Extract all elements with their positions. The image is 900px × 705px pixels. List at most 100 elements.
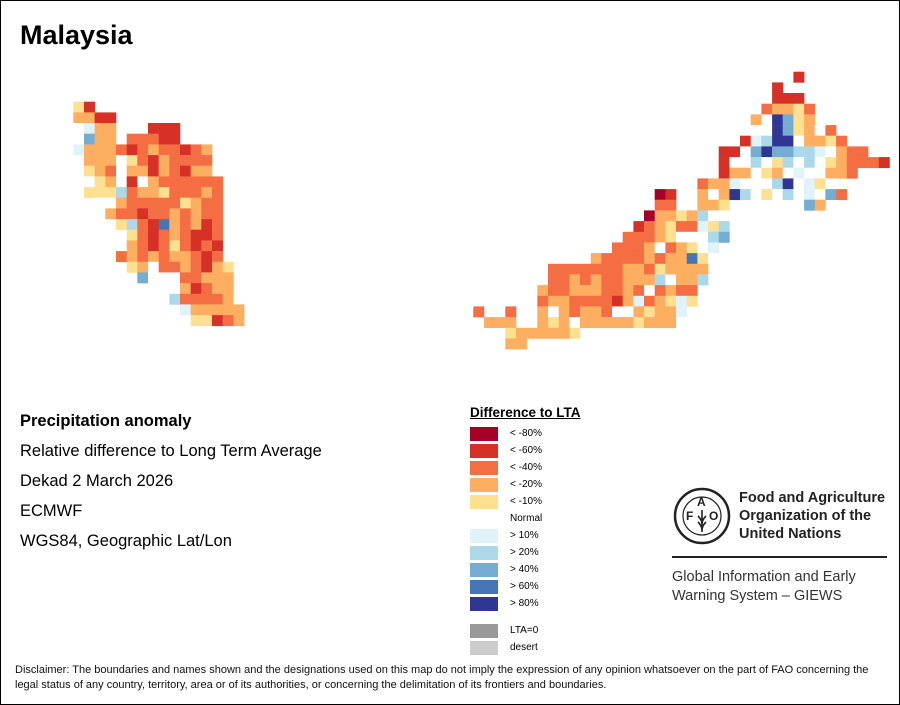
anomaly-cell xyxy=(622,274,634,286)
legend: Difference to LTA < -80% < -60% < -40% < -2… xyxy=(470,405,581,656)
anomaly-cell xyxy=(580,263,591,275)
info-heading: Precipitation anomaly xyxy=(20,412,192,430)
legend-item: < -80% xyxy=(470,425,581,442)
anomaly-cell xyxy=(772,93,784,104)
anomaly-cell xyxy=(190,240,202,252)
anomaly-cell xyxy=(676,306,687,318)
anomaly-cell xyxy=(569,327,581,339)
anomaly-cell xyxy=(116,251,127,263)
legend-item: > 40% xyxy=(470,561,581,578)
anomaly-cell xyxy=(158,219,170,231)
anomaly-cell xyxy=(180,283,191,295)
anomaly-cell xyxy=(772,146,784,158)
anomaly-cell xyxy=(201,240,213,252)
anomaly-cell xyxy=(137,229,149,241)
anomaly-cell xyxy=(782,157,794,169)
anomaly-cell xyxy=(212,304,223,316)
anomaly-cell xyxy=(772,103,784,115)
fao-emblem-icon: F A O xyxy=(673,487,731,545)
anomaly-cell xyxy=(804,157,816,169)
anomaly-cell xyxy=(201,219,213,231)
anomaly-cell xyxy=(644,306,655,318)
anomaly-cell xyxy=(740,178,751,190)
anomaly-cell xyxy=(569,285,581,297)
anomaly-cell xyxy=(148,261,159,273)
anomaly-cell xyxy=(782,125,794,137)
anomaly-cell xyxy=(222,272,234,284)
anomaly-cell xyxy=(126,133,138,145)
anomaly-cell xyxy=(665,263,677,275)
anomaly-cell xyxy=(158,123,170,134)
anomaly-cell xyxy=(190,155,202,167)
anomaly-cell xyxy=(180,219,191,231)
anomaly-cell xyxy=(772,82,784,94)
anomaly-cell xyxy=(169,208,181,220)
anomaly-cell xyxy=(793,146,805,158)
anomaly-cell xyxy=(212,261,223,273)
legend-label: < -20% xyxy=(510,479,542,490)
info-subtitle: Relative difference to Long Term Average xyxy=(20,442,322,460)
anomaly-cell xyxy=(548,317,559,329)
anomaly-cell xyxy=(548,274,559,286)
anomaly-cell xyxy=(708,231,719,243)
anomaly-cell xyxy=(601,253,613,265)
anomaly-cell xyxy=(158,197,170,209)
anomaly-cell xyxy=(697,274,709,286)
anomaly-cell xyxy=(558,263,570,275)
anomaly-cell xyxy=(137,165,149,177)
anomaly-cell xyxy=(84,112,95,124)
anomaly-cell xyxy=(718,231,730,243)
anomaly-cell xyxy=(84,165,95,177)
legend-item: > 80% xyxy=(470,595,581,612)
anomaly-cell xyxy=(526,327,538,339)
anomaly-cell xyxy=(126,187,138,199)
anomaly-cell xyxy=(105,197,117,209)
anomaly-cell xyxy=(676,242,687,254)
anomaly-cell xyxy=(708,253,719,265)
anomaly-cell xyxy=(590,306,602,318)
anomaly-cell xyxy=(116,155,127,167)
anomaly-cell xyxy=(665,317,677,329)
anomaly-cell xyxy=(686,221,698,233)
anomaly-cell xyxy=(126,251,138,263)
legend-item: > 60% xyxy=(470,578,581,595)
anomaly-cell xyxy=(590,263,602,275)
anomaly-cell xyxy=(137,187,149,199)
anomaly-cell xyxy=(201,251,213,263)
anomaly-cell xyxy=(190,304,202,316)
anomaly-cell xyxy=(622,306,634,318)
anomaly-cell xyxy=(190,197,202,209)
legend-label: LTA=0 xyxy=(510,625,539,636)
anomaly-cell xyxy=(212,283,223,295)
anomaly-cell xyxy=(180,229,191,241)
anomaly-cell xyxy=(580,285,591,297)
logo-divider xyxy=(672,556,887,558)
anomaly-cell xyxy=(857,157,869,169)
anomaly-cell xyxy=(772,125,784,137)
anomaly-cell xyxy=(222,283,234,295)
anomaly-cell xyxy=(116,219,127,231)
anomaly-cell xyxy=(633,263,645,275)
anomaly-cell xyxy=(105,133,117,145)
anomaly-cell xyxy=(558,285,570,297)
anomaly-cell xyxy=(137,240,149,252)
anomaly-cell xyxy=(105,165,117,177)
anomaly-cell xyxy=(473,306,485,318)
anomaly-cell xyxy=(676,285,687,297)
legend-item: desert xyxy=(470,639,581,656)
anomaly-cell xyxy=(222,293,234,305)
anomaly-cell xyxy=(814,125,826,137)
anomaly-cell xyxy=(137,176,149,188)
anomaly-cell xyxy=(846,167,858,179)
anomaly-cell xyxy=(665,231,677,243)
anomaly-cell xyxy=(729,167,741,179)
anomaly-cell xyxy=(665,210,677,222)
anomaly-cell xyxy=(729,157,741,169)
anomaly-cell xyxy=(644,274,655,286)
anomaly-cell xyxy=(633,242,645,254)
anomaly-cell xyxy=(148,155,159,167)
anomaly-cell xyxy=(708,199,719,211)
anomaly-cell xyxy=(137,261,149,273)
anomaly-cell xyxy=(697,221,709,233)
legend-item: < -10% xyxy=(470,493,581,510)
